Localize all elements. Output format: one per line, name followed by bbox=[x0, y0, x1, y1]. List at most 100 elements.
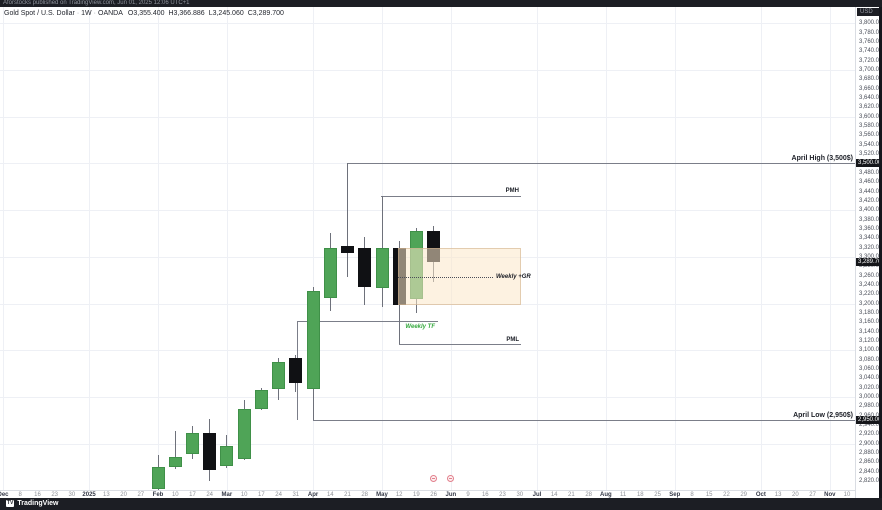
high-value: H3,366.886 bbox=[168, 10, 205, 17]
price-tick-label: 3,000.000 bbox=[859, 394, 879, 400]
time-tick-label: 20 bbox=[792, 492, 799, 498]
weekly-tf-line[interactable] bbox=[297, 321, 438, 323]
grid-line-horizontal bbox=[0, 210, 855, 212]
grid-line-vertical bbox=[158, 7, 159, 490]
candle-body bbox=[323, 247, 337, 298]
weekly-gr-label[interactable]: Weekly +GR bbox=[496, 274, 531, 281]
candle-body bbox=[306, 290, 320, 389]
candle-wick bbox=[174, 430, 176, 470]
price-tick-label: 3,420.000 bbox=[859, 197, 879, 204]
grid-line-vertical bbox=[3, 7, 4, 490]
price-tick-label: 3,140.000 bbox=[859, 328, 879, 335]
time-tick-label: Aug bbox=[600, 492, 612, 498]
price-tick-label: 3,240.000 bbox=[859, 281, 879, 288]
weekly-zone-box[interactable] bbox=[398, 248, 521, 306]
pml-label[interactable]: PML bbox=[506, 336, 519, 343]
footer-bar: TV TradingView bbox=[0, 498, 882, 510]
grid-line-horizontal bbox=[0, 350, 855, 352]
time-tick-label: 17 bbox=[189, 492, 196, 498]
ohlc-values: O3,355.400 H3,366.886 L3,245.060 C3,289.700 bbox=[128, 10, 288, 17]
price-tick-label: 3,700.000 bbox=[859, 67, 879, 73]
time-tick-label: 16 bbox=[481, 492, 489, 498]
price-tick-label: 3,560.000 bbox=[859, 132, 879, 139]
candle-body bbox=[220, 445, 234, 466]
price-tick-label: 3,340.000 bbox=[859, 235, 879, 242]
grid-line-vertical bbox=[829, 7, 831, 490]
price-tick-label: 3,040.000 bbox=[859, 375, 879, 382]
time-tick-label: 21 bbox=[344, 492, 351, 498]
chart-plot-area[interactable]: April High (3,500$) April Low (2,950$) PMH… bbox=[0, 7, 855, 492]
time-tick-label: Dec bbox=[0, 492, 9, 498]
pmh-line[interactable] bbox=[381, 195, 521, 197]
price-tick-label: 3,400.000 bbox=[859, 207, 879, 214]
grid-line-horizontal bbox=[0, 443, 855, 445]
time-tick-label: 23 bbox=[51, 492, 59, 498]
time-tick-label: Mar bbox=[221, 492, 233, 498]
time-tick-label: 22 bbox=[723, 492, 730, 498]
candle-body bbox=[272, 362, 286, 389]
candle-body bbox=[151, 466, 165, 489]
price-tick-label: 3,120.000 bbox=[859, 337, 879, 344]
time-tick-label: Sep bbox=[669, 492, 681, 498]
price-tick-label: 3,160.000 bbox=[859, 319, 879, 326]
price-tick-label: 3,640.000 bbox=[859, 95, 879, 101]
price-axis[interactable]: USD 3,800.000 3,780.000 3,760.000 3,740.000… bbox=[855, 7, 879, 498]
time-tick-label: 12 bbox=[395, 492, 403, 498]
april-low-line[interactable] bbox=[313, 420, 855, 422]
april-low-label[interactable]: April Low (2,950$) bbox=[793, 411, 853, 419]
publish-info-bar: Aforstocks published on TradingView.com,… bbox=[0, 0, 882, 7]
low-value: L3,245.060 bbox=[208, 10, 244, 17]
time-tick-label: 16 bbox=[34, 492, 41, 498]
weekly-tf-label[interactable]: Weekly TF bbox=[405, 324, 435, 331]
price-tick-label: 3,760.000 bbox=[859, 39, 879, 45]
candle-body bbox=[289, 358, 303, 384]
grid-line-vertical bbox=[89, 7, 91, 490]
time-tick-label: 27 bbox=[809, 492, 816, 498]
price-tick-label: 3,600.000 bbox=[859, 113, 879, 120]
price-tick-label: 3,720.000 bbox=[859, 57, 879, 64]
price-tick-label: 2,980.000 bbox=[859, 403, 879, 410]
pmh-label[interactable]: PMH bbox=[505, 188, 519, 195]
weekly-gr-line-top[interactable] bbox=[398, 277, 493, 279]
price-tick-label: 3,320.000 bbox=[859, 244, 879, 251]
price-tick-label: 2,960.000 bbox=[859, 413, 879, 419]
candle-body bbox=[237, 408, 251, 459]
close-value: C3,289.700 bbox=[247, 10, 284, 17]
symbol-title[interactable]: Gold Spot / U.S. Dollar bbox=[4, 10, 75, 17]
price-tick-label: 3,520.000 bbox=[859, 151, 879, 158]
price-tick-label: 3,440.000 bbox=[859, 188, 879, 195]
time-tick-label: 27 bbox=[137, 492, 145, 498]
pml-line[interactable] bbox=[399, 344, 521, 346]
grid-line-vertical bbox=[313, 7, 315, 490]
grid-line-vertical bbox=[537, 7, 538, 490]
price-tick-label: 2,920.000 bbox=[859, 431, 879, 438]
time-tick-label: 10 bbox=[240, 492, 248, 498]
time-tick-label: 23 bbox=[499, 492, 506, 498]
time-tick-label: Nov bbox=[824, 492, 836, 498]
event-marker-icon[interactable] bbox=[447, 475, 455, 482]
price-tick-label: 3,680.000 bbox=[859, 76, 879, 83]
time-tick-label: 11 bbox=[619, 492, 627, 498]
event-marker-icon[interactable] bbox=[430, 475, 438, 482]
time-tick-label: 28 bbox=[361, 492, 369, 498]
candle-body bbox=[203, 432, 217, 471]
april-high-label[interactable]: April High (3,500$) bbox=[791, 154, 853, 162]
time-tick-label: Feb bbox=[152, 492, 164, 498]
publish-info-text: Aforstocks published on TradingView.com,… bbox=[3, 0, 190, 6]
time-tick-label: 17 bbox=[258, 492, 265, 498]
time-axis[interactable]: Dec81623302025132027Feb101724Mar10172431… bbox=[0, 490, 855, 498]
april-high-line[interactable] bbox=[347, 163, 855, 165]
drawing-price-tag: 2,950.000 bbox=[856, 416, 879, 425]
grid-line-horizontal bbox=[0, 116, 855, 118]
chart-card: April High (3,500$) April Low (2,950$) PMH… bbox=[0, 7, 879, 498]
price-tick-label: 3,380.000 bbox=[859, 216, 879, 223]
price-tick-label: 3,200.000 bbox=[859, 300, 879, 307]
price-tick-label: 3,280.000 bbox=[859, 263, 879, 270]
candle-body bbox=[341, 245, 354, 253]
interval-label[interactable]: 1W bbox=[81, 10, 92, 17]
grid-line-horizontal bbox=[0, 70, 855, 71]
tradingview-logo[interactable]: TV TradingView bbox=[6, 500, 59, 508]
event-marker-dash bbox=[449, 478, 453, 479]
grid-line-vertical bbox=[605, 7, 607, 490]
